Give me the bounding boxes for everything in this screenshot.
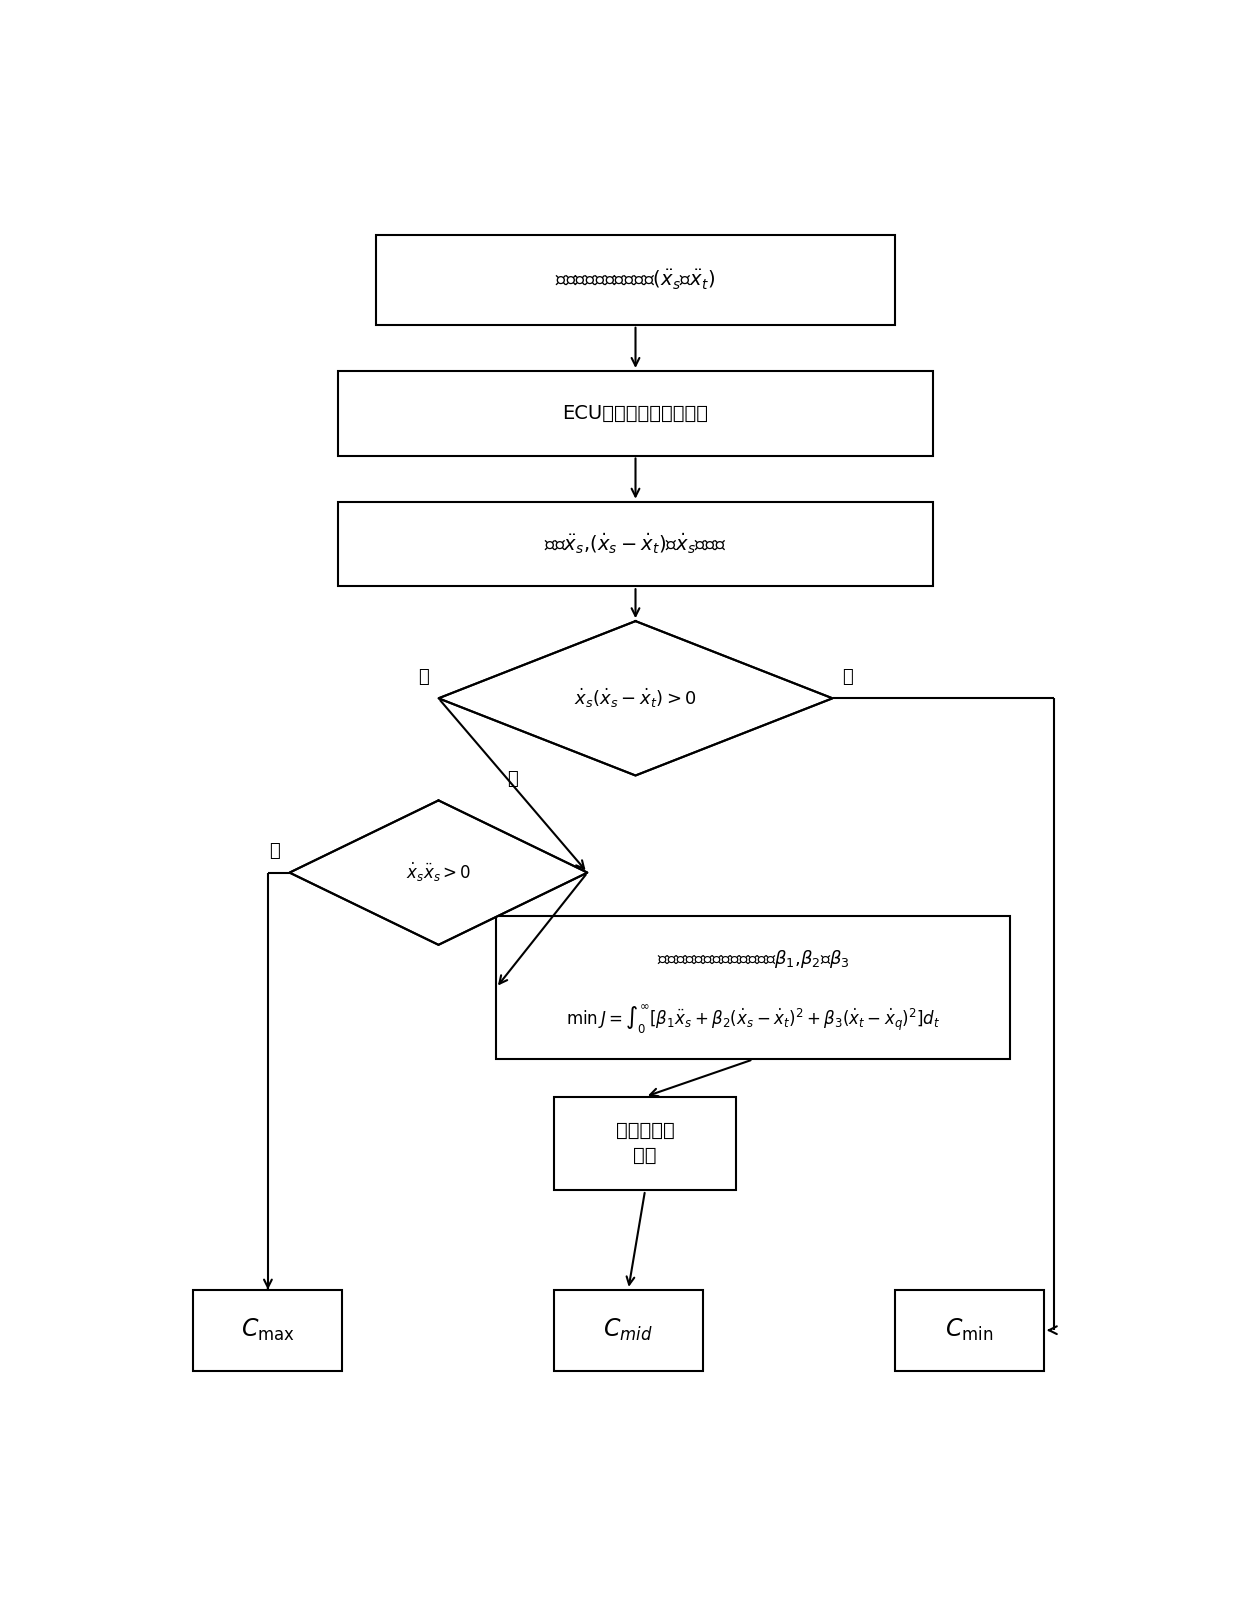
Bar <box>554 1290 703 1371</box>
Text: 采集加速度传感器信号($\ddot{x}_s$和$\ddot{x}_t$): 采集加速度传感器信号($\ddot{x}_s$和$\ddot{x}_t$) <box>556 268 715 293</box>
Text: $C_{\rm max}$: $C_{\rm max}$ <box>241 1318 295 1344</box>
Text: 获得$\ddot{x}_s$,$(\dot{x}_s-\dot{x}_t)$和$\dot{x}_s$等数据: 获得$\ddot{x}_s$,$(\dot{x}_s-\dot{x}_t)$和$… <box>544 532 727 556</box>
Polygon shape <box>439 621 832 776</box>
Text: 粒子群优化
算法: 粒子群优化 算法 <box>616 1122 675 1166</box>
Bar <box>895 1290 1044 1371</box>
Text: ECU控制器进行信号处理: ECU控制器进行信号处理 <box>563 404 708 422</box>
Text: $\dot{x}_s(\dot{x}_s-\dot{x}_t)>0$: $\dot{x}_s(\dot{x}_s-\dot{x}_t)>0$ <box>574 687 697 710</box>
Text: 是: 是 <box>269 842 280 860</box>
Bar <box>193 1290 342 1371</box>
Text: $\mathrm{min}\,J=\int_0^{\infty}[\beta_1\ddot{x}_s+\beta_2(\dot{x}_s-\dot{x}_t)^: $\mathrm{min}\,J=\int_0^{\infty}[\beta_1… <box>565 1003 940 1036</box>
Text: 否: 否 <box>842 668 853 686</box>
Bar <box>337 501 934 587</box>
Bar <box>376 234 895 325</box>
Text: $\dot{x}_s\ddot{x}_s>0$: $\dot{x}_s\ddot{x}_s>0$ <box>405 862 471 884</box>
Polygon shape <box>289 800 588 944</box>
Text: 确定适应度函数选取合理权重$\beta_1$,$\beta_2$和$\beta_3$: 确定适应度函数选取合理权重$\beta_1$,$\beta_2$和$\beta_… <box>657 948 849 970</box>
Text: $C_{\it mid}$: $C_{\it mid}$ <box>604 1318 653 1344</box>
Text: $C_{\rm min}$: $C_{\rm min}$ <box>945 1318 993 1344</box>
Bar <box>554 1096 737 1190</box>
Text: 是: 是 <box>418 668 429 686</box>
Bar <box>337 370 934 456</box>
Text: 否: 否 <box>507 770 518 787</box>
Bar <box>496 917 1011 1059</box>
